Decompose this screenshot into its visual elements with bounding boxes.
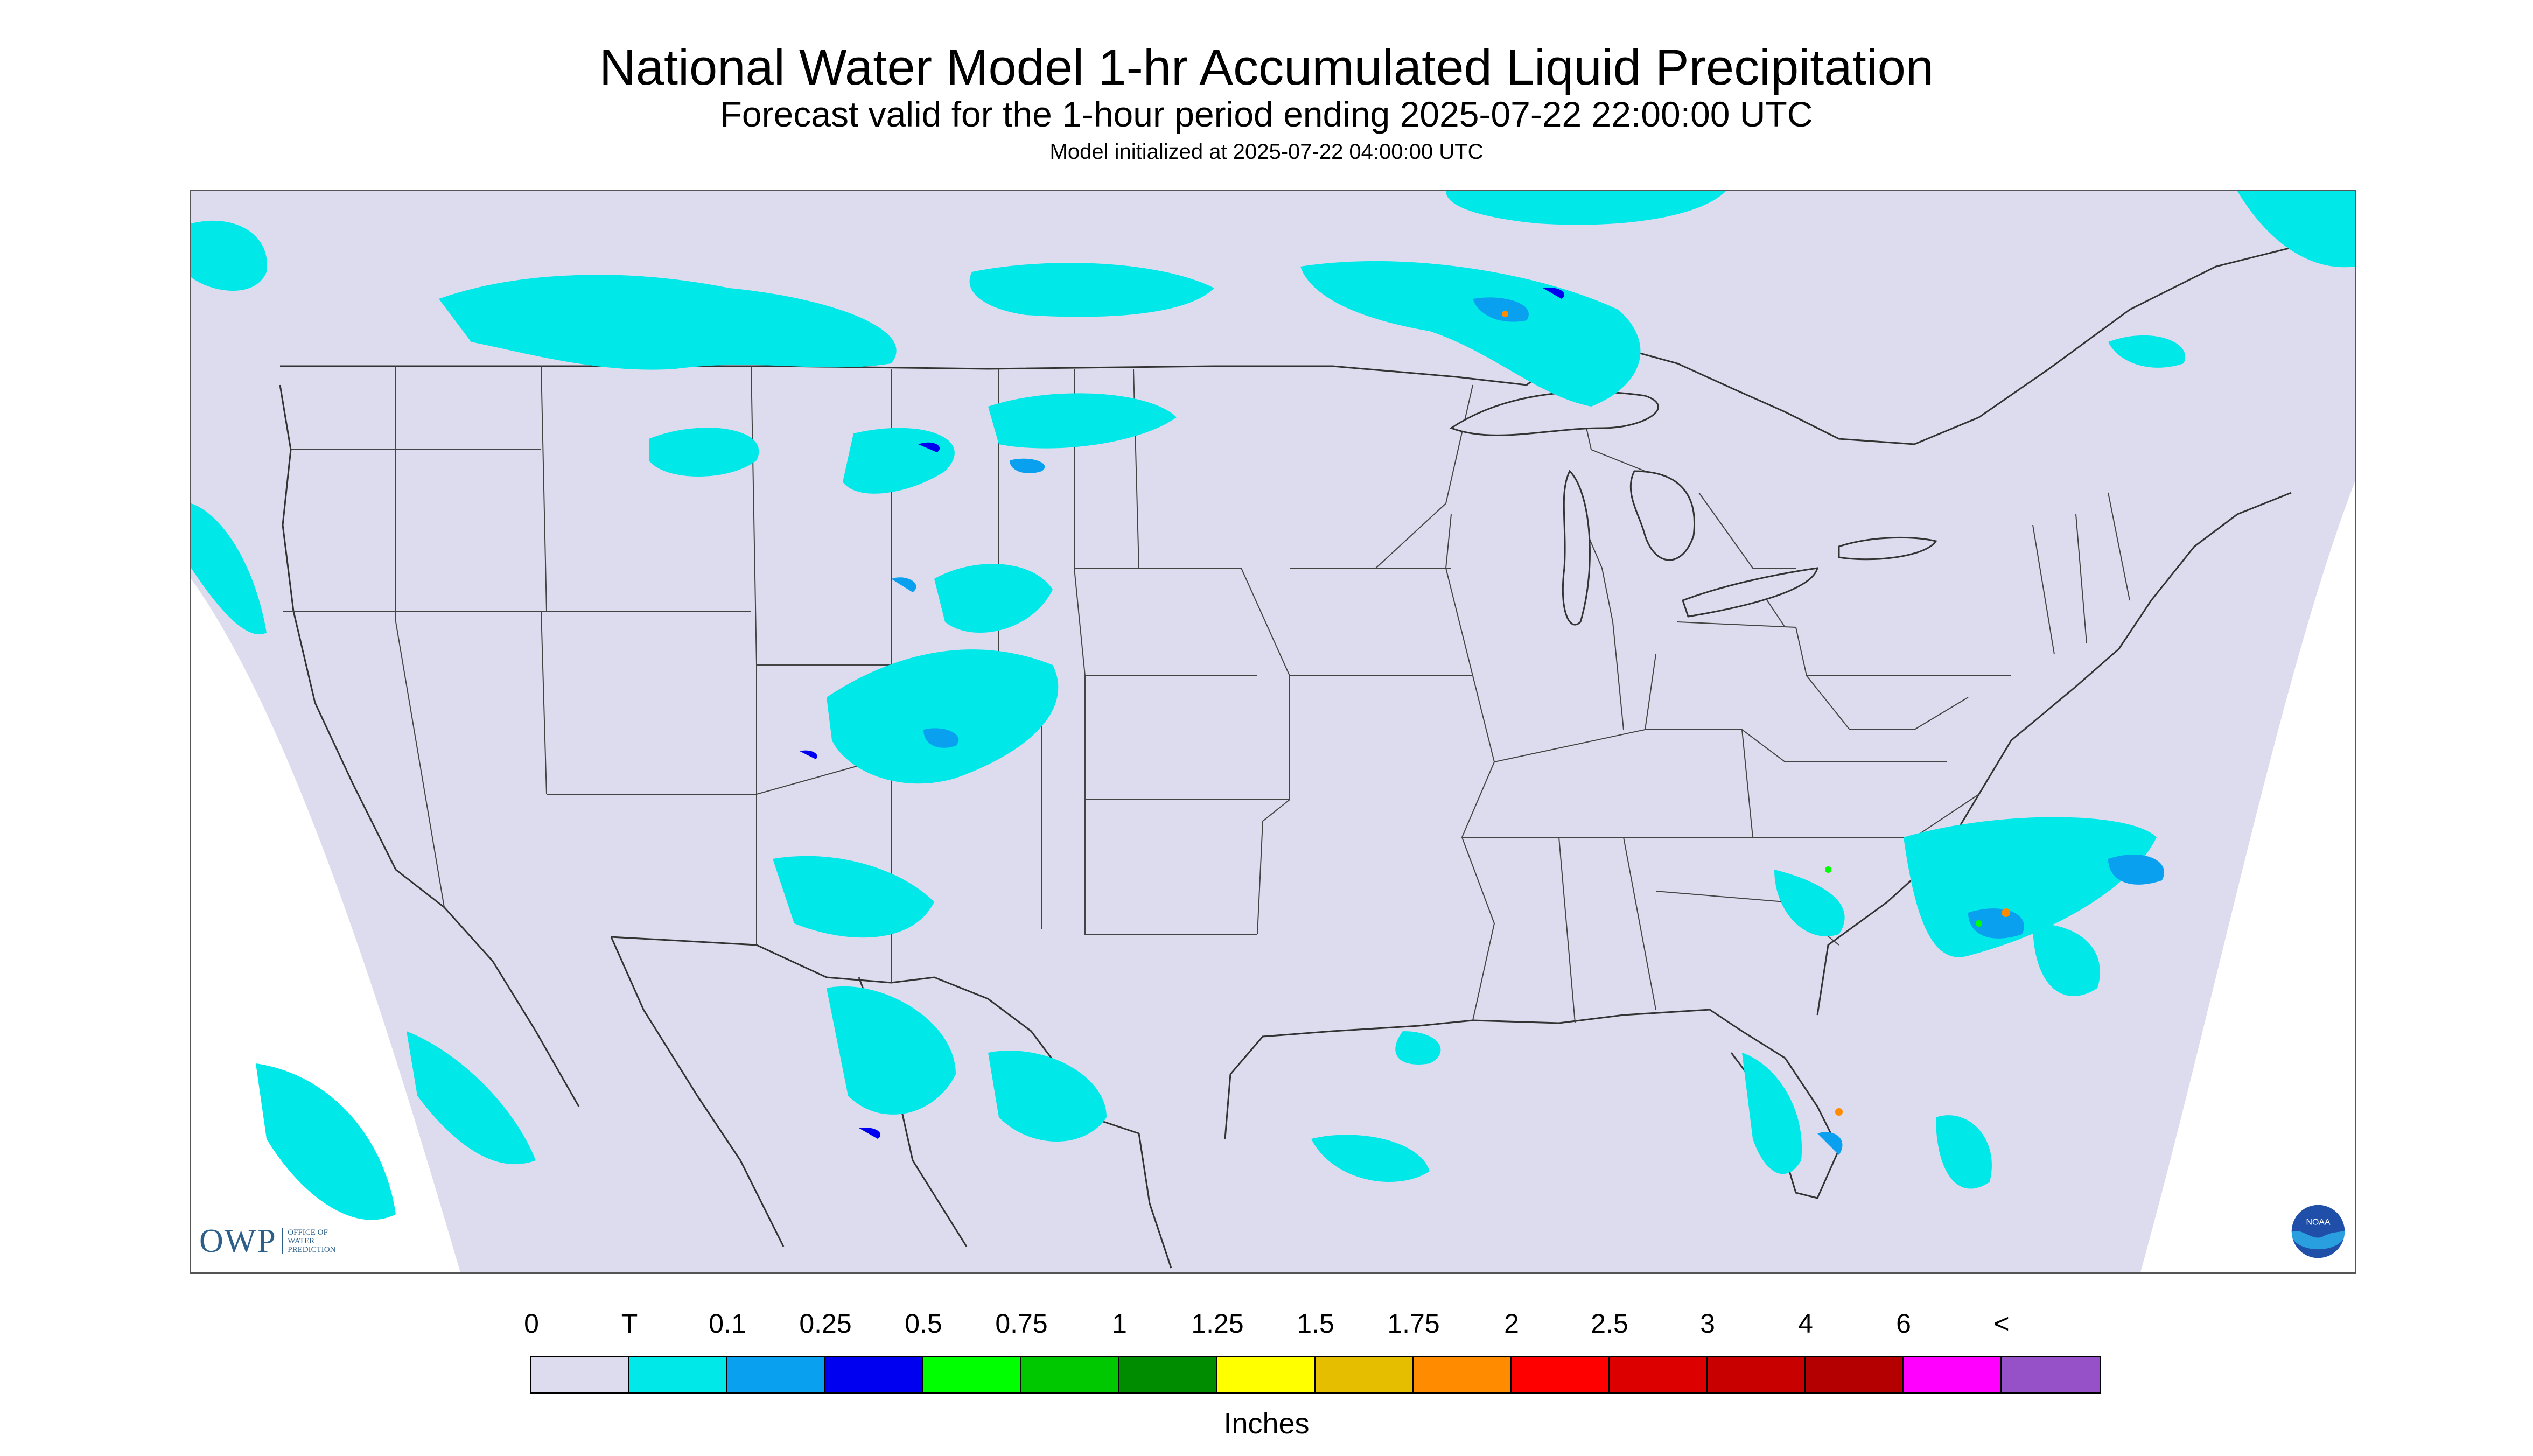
legend-tick-label: 3: [1700, 1308, 1715, 1339]
legend-tick-label: 4: [1798, 1308, 1813, 1339]
model-domain: [191, 191, 2355, 1272]
east-coast: [1816, 492, 2292, 1016]
legend-labels: 0 T 0.1 0.25 0.5 0.75 1 1.25 1.5 1.75 2 2.5 3 4 6 <: [0, 1307, 2533, 1345]
legend-tick-label: T: [621, 1308, 638, 1339]
legend-swatch: [1119, 1357, 1217, 1392]
owp-logo-subtext: OFFICE OF WATER PREDICTION: [282, 1228, 335, 1254]
legend-swatch: [1217, 1357, 1316, 1392]
legend-swatch: [1610, 1357, 1708, 1392]
legend-tick-label: 0.5: [905, 1308, 942, 1339]
map-subtitle: Forecast valid for the 1-hour period end…: [720, 94, 1813, 134]
map-canvas: [191, 191, 2355, 1272]
map-title: National Water Model 1-hr Accumulated Li…: [599, 39, 1934, 95]
legend-tick-label: 0: [524, 1308, 539, 1339]
noaa-logo-text: NOAA: [2306, 1217, 2330, 1227]
legend-swatch: [1316, 1357, 1414, 1392]
legend-tick-label: 0.75: [995, 1308, 1048, 1339]
legend-swatch: [923, 1357, 1021, 1392]
legend-swatch: [1904, 1357, 2002, 1392]
boundaries: [279, 244, 2303, 1269]
legend-swatch: [1414, 1357, 1512, 1392]
legend-tick-label: 1.25: [1191, 1308, 1244, 1339]
lake-huron: [1629, 470, 1695, 561]
legend-tick-label: 2.5: [1591, 1308, 1628, 1339]
legend-tick-label: 1.75: [1387, 1308, 1440, 1339]
legend-tick-label: 1.5: [1297, 1308, 1334, 1339]
gulf-coast: [1224, 1009, 1840, 1199]
legend-swatch: [1708, 1357, 1806, 1392]
great-lakes: [1449, 391, 1937, 626]
precip-light: [891, 297, 2164, 1155]
legend-swatch: [2002, 1357, 2100, 1392]
lake-michigan: [1562, 470, 1591, 626]
lake-superior: [1449, 391, 1659, 436]
precipitation-map: [190, 190, 2356, 1274]
precip-heavy: [1502, 311, 2010, 1116]
legend-swatch: [825, 1357, 923, 1392]
legend-tick-label: 1: [1112, 1308, 1127, 1339]
legend-units: Inches: [1223, 1408, 1310, 1440]
legend-swatch: [629, 1357, 727, 1392]
legend-swatch: [1806, 1357, 1904, 1392]
legend-swatch: [531, 1357, 629, 1392]
legend-swatch: [1512, 1357, 1610, 1392]
legend-tick-label: 2: [1504, 1308, 1519, 1339]
lake-ontario: [1838, 536, 1937, 561]
legend-tick-label: 0.25: [799, 1308, 852, 1339]
legend-colorbar: [530, 1356, 2101, 1394]
precip-trace: [191, 191, 2355, 1220]
legend-tick-label: 6: [1896, 1308, 1911, 1339]
model-init-time: Model initialized at 2025-07-22 04:00:00…: [1049, 140, 1484, 164]
owp-logo-text: OWP: [199, 1223, 277, 1259]
legend-swatch: [727, 1357, 825, 1392]
west-coast: [279, 384, 580, 1107]
lake-erie: [1682, 567, 1819, 618]
precip-very-heavy: [1825, 866, 1982, 927]
legend-tick-label: 0.1: [709, 1308, 746, 1339]
owp-logo: OWP OFFICE OF WATER PREDICTION: [199, 1222, 335, 1260]
us-canada-border: [280, 244, 2303, 445]
legend-tick-label: <: [1993, 1308, 2010, 1339]
legend-swatch: [1021, 1357, 1119, 1392]
precip-moderate: [800, 288, 1565, 1139]
noaa-logo: NOAA: [2290, 1203, 2347, 1260]
